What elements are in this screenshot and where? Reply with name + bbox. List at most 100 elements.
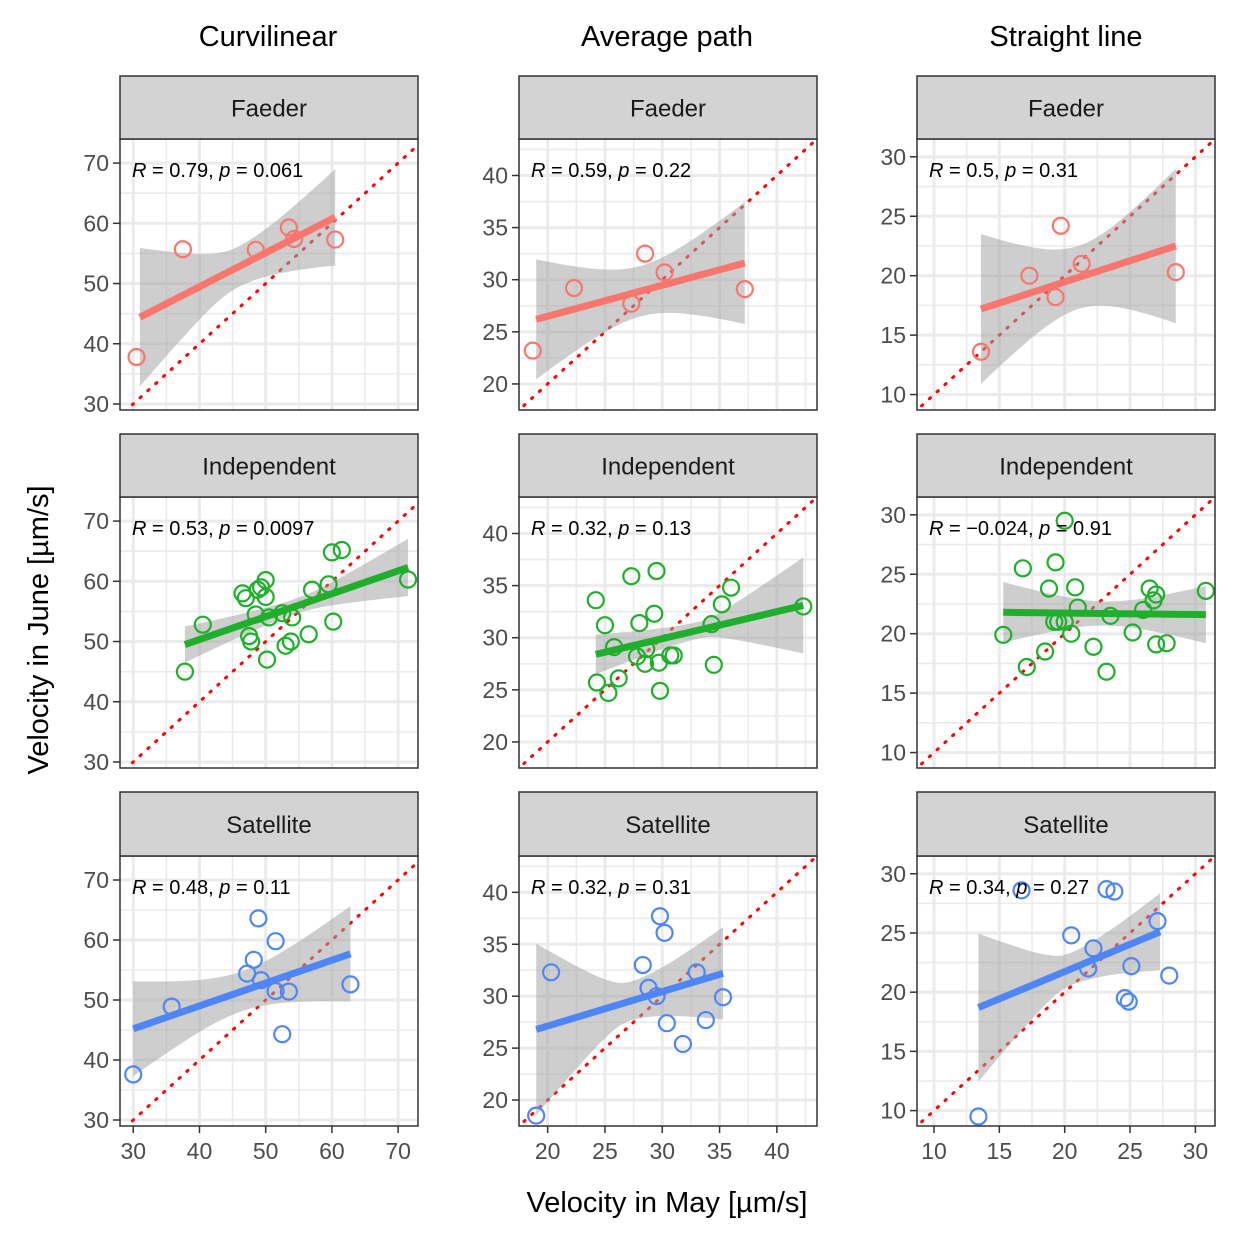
- panel-curvilinear-independent-data-point: [256, 571, 275, 590]
- panel-average-path-satellite-data-point: [527, 1106, 546, 1125]
- panel-curvilinear-independent-data-point: [398, 570, 418, 589]
- panel-straight-line-independent-data-point: [1196, 581, 1215, 600]
- panel-straight-line-satellite-data-point: [1062, 926, 1081, 945]
- panel-straight-line-satellite-x-tick-label: 20: [1052, 1138, 1078, 1164]
- panel-straight-line-independent-data-point: [1035, 642, 1055, 661]
- panel-average-path-satellite-data-point: [541, 963, 561, 982]
- panel-curvilinear-satellite-stat-label: R = 0.48, p = 0.11: [132, 877, 291, 899]
- panel-curvilinear-faeder-data-point: [173, 240, 193, 259]
- panel-curvilinear-independent-regression-line: [183, 564, 410, 648]
- panel-straight-line-satellite-data-point: [1097, 880, 1116, 899]
- panel-average-path-faeder-y-tick-label: 30: [482, 267, 508, 293]
- panel-average-path-faeder-data-point: [655, 263, 674, 282]
- panel-curvilinear-satellite-data-point: [244, 950, 263, 969]
- panel-curvilinear-faeder-strip-label: Faeder: [231, 96, 307, 123]
- panel-average-path-satellite-regression-line: [535, 969, 725, 1033]
- panel-straight-line-satellite-data-point: [1122, 957, 1141, 976]
- panel-average-path-satellite-stat-label: R = 0.32, p = 0.31: [531, 877, 691, 899]
- panel-straight-line-independent-data-point: [1147, 585, 1166, 604]
- panel-average-path-independent-y-tick-label: 40: [482, 520, 508, 546]
- panel-average-path-satellite-x-tick-label: 20: [535, 1138, 561, 1164]
- panel-average-path-faeder-y-tick-label: 40: [482, 162, 508, 188]
- panel-straight-line-satellite-y-tick-label: 25: [880, 920, 906, 946]
- panel-straight-line-satellite-strip: [916, 791, 1216, 857]
- panel-straight-line-independent-data-point: [1062, 624, 1081, 643]
- panel-average-path-faeder-data-point: [523, 341, 542, 360]
- panel-straight-line-satellite-data-point: [1115, 989, 1134, 1008]
- panel-curvilinear-independent-confidence-band: [184, 538, 409, 663]
- panel-average-path-independent-data-point: [622, 567, 641, 586]
- panel-curvilinear-faeder-data-point: [326, 230, 345, 249]
- panel-curvilinear-independent-y-tick-label: 30: [83, 749, 109, 775]
- panel-curvilinear-faeder: R = 0.79, p = 0.061 Faeder 30 40 50 60 70: [83, 75, 419, 417]
- panel-curvilinear-faeder-data-point: [127, 347, 146, 367]
- panel-average-path-independent-y-tick-label: 25: [482, 677, 508, 703]
- panel-curvilinear-faeder-regression-line: [138, 214, 337, 321]
- panel-average-path-faeder-y-tick-label: 25: [482, 319, 508, 345]
- panel-straight-line-independent-y-tick-label: 25: [880, 561, 906, 587]
- panel-average-path-satellite-identity-line: [519, 856, 817, 1126]
- panel-average-path-faeder-data-point: [635, 244, 655, 263]
- panel-curvilinear-independent: R = 0.53, p = 0.0097 Independent 30 40 50 60 7…: [83, 433, 419, 775]
- panel-straight-line-faeder-y-tick-label: 30: [880, 144, 906, 170]
- panel-average-path-faeder-identity-line: [519, 139, 817, 410]
- panel-average-path-faeder-strip-label: Faeder: [630, 96, 706, 123]
- panel-average-path-independent-data-point: [609, 669, 628, 688]
- panel-average-path-independent-regression-line: [594, 601, 805, 658]
- panel-curvilinear-satellite-data-point: [279, 982, 298, 1001]
- panel-average-path-satellite-x-tick-label: 25: [592, 1138, 618, 1164]
- panel-straight-line-faeder-data-point: [1072, 254, 1091, 273]
- panel-straight-line-independent-data-point: [1147, 635, 1166, 654]
- panel-average-path-satellite: R = 0.32, p = 0.31 Satellite 20 25 30 35 40 20 2…: [482, 791, 818, 1164]
- panel-straight-line-satellite-data-point: [1119, 992, 1138, 1011]
- panel-straight-line-satellite-stat-label: R = 0.34, p = 0.27: [929, 877, 1089, 899]
- panel-curvilinear-satellite-strip-label: Satellite: [226, 812, 311, 839]
- panel-straight-line-independent-data-point: [1039, 579, 1059, 598]
- panel-straight-line-faeder-strip: [916, 75, 1216, 140]
- panel-average-path-satellite-y-tick-label: 25: [482, 1035, 508, 1061]
- panel-curvilinear-independent-data-point: [299, 625, 318, 644]
- panel-average-path-satellite-confidence-band: [536, 927, 724, 1116]
- panel-average-path-satellite-strip-label: Satellite: [625, 812, 710, 839]
- panel-straight-line-independent-data-point: [1084, 637, 1103, 656]
- x-axis-label: Velocity in May [µm/s]: [526, 1187, 807, 1219]
- panel-average-path-independent-strip: [518, 433, 818, 498]
- panel-curvilinear-independent-data-point: [332, 540, 351, 560]
- panel-average-path-independent-data-point: [630, 614, 649, 633]
- panel-average-path-satellite-y-tick-label: 30: [482, 983, 508, 1009]
- panel-curvilinear-independent-data-point: [193, 615, 212, 634]
- panel-curvilinear-independent-strip: [119, 433, 419, 498]
- panel-straight-line-faeder-data-point: [1020, 266, 1039, 285]
- panel-average-path-faeder-data-point: [564, 278, 584, 298]
- panel-straight-line-independent-data-point: [1013, 559, 1032, 578]
- panel-curvilinear-independent-plot-area: [120, 497, 418, 768]
- panel-average-path-independent-data-point: [650, 681, 670, 700]
- panel-average-path-faeder-marks: [519, 139, 817, 410]
- panel-straight-line-faeder-y-tick-label: 10: [880, 382, 906, 408]
- panel-curvilinear-faeder-data-point: [279, 218, 298, 237]
- panel-curvilinear-satellite-x-tick-label: 70: [385, 1138, 411, 1164]
- panel-curvilinear-satellite-y-tick-label: 50: [83, 987, 109, 1013]
- panel-curvilinear-independent-y-tick-label: 60: [83, 568, 109, 594]
- panel-curvilinear-satellite-data-point: [124, 1065, 143, 1084]
- panel-average-path-satellite-data-point: [650, 907, 670, 926]
- panel-average-path-faeder-regression-line: [535, 259, 746, 323]
- panel-straight-line-faeder-stat-label: R = 0.5, p = 0.31: [929, 160, 1078, 182]
- panel-average-path-independent-data-point: [587, 673, 607, 692]
- panel-straight-line-independent-strip: [916, 433, 1216, 498]
- panel-straight-line-faeder-y-tick-label: 20: [880, 263, 906, 289]
- panel-curvilinear-satellite-y-tick-label: 30: [83, 1107, 109, 1133]
- panel-straight-line-satellite-x-tick-label: 25: [1117, 1138, 1143, 1164]
- panel-curvilinear-faeder-y-tick-label: 60: [83, 210, 109, 236]
- panel-curvilinear-independent-identity-line: [124, 500, 418, 768]
- column-title-curvilinear: Curvilinear: [199, 21, 338, 53]
- panel-straight-line-satellite-y-tick-label: 20: [880, 979, 906, 1005]
- panel-average-path-independent-y-tick-label: 20: [482, 729, 508, 755]
- panel-curvilinear-independent-data-point: [322, 543, 342, 562]
- panel-straight-line-faeder-strip-label: Faeder: [1028, 96, 1104, 123]
- panel-straight-line-independent-data-point: [1017, 657, 1036, 677]
- panel-average-path-independent-y-tick-label: 30: [482, 625, 508, 651]
- panel-curvilinear-faeder-y-tick-label: 40: [83, 331, 109, 357]
- panel-straight-line-independent-data-point: [1046, 553, 1065, 572]
